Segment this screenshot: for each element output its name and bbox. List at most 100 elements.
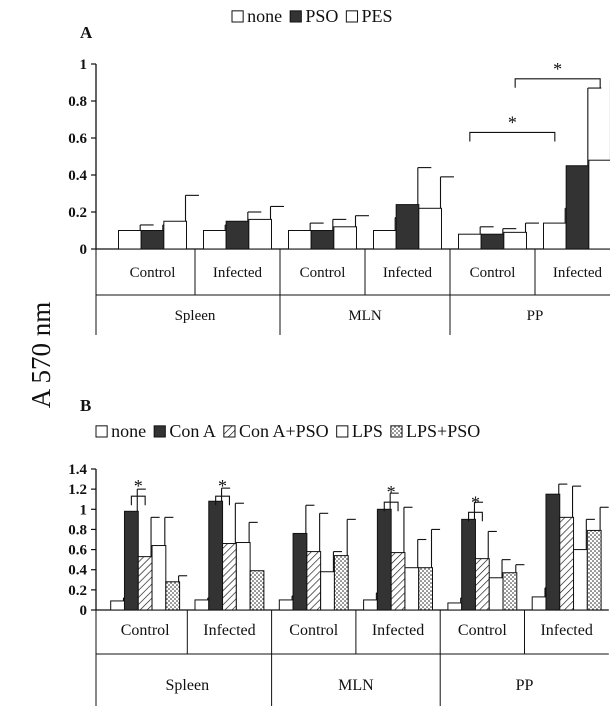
- group-label-mln: MLN: [338, 677, 374, 694]
- bar-pes-pp-control: [503, 231, 528, 250]
- y-tick-label: 1: [80, 57, 88, 73]
- bar-lps-pso-mln-infected: [418, 567, 434, 611]
- legend-label-lps: LPS: [352, 421, 383, 441]
- legend-swatch-con-a: [153, 425, 166, 438]
- bar-none-pp-control: [447, 602, 463, 611]
- subgroup-label-spleen-infected: Infected: [203, 622, 255, 639]
- group-label-pp: PP: [527, 308, 544, 324]
- bar-none-mln-control: [278, 599, 294, 611]
- bar-pso-pp-control: [480, 233, 505, 250]
- significance-star: *: [553, 59, 562, 79]
- subgroup-label-mln-infected: Infected: [372, 622, 424, 639]
- y-tick-label: 0.6: [68, 131, 87, 147]
- legend-label-lps-pso: LPS+PSO: [406, 421, 480, 441]
- bar-lps-pso-spleen-infected: [249, 570, 265, 611]
- bar-lps-mln-control: [320, 571, 335, 611]
- significance-star: *: [387, 482, 396, 502]
- bar-none-mln-control: [288, 230, 312, 250]
- subgroup-label-pp-infected: Infected: [540, 622, 592, 639]
- bar-lps-spleen-control: [151, 545, 167, 611]
- group-label-spleen: Spleen: [166, 677, 210, 694]
- y-tick-label: 0.8: [68, 522, 87, 538]
- y-tick-label: 0.8: [68, 94, 87, 110]
- legend-swatch-lps: [336, 425, 349, 438]
- y-tick-label: 1.2: [68, 482, 87, 498]
- subgroup-label-pp-control: Control: [470, 265, 516, 281]
- significance-bracket: [469, 131, 556, 142]
- bar-con-a-pso-pp-infected: [559, 516, 575, 611]
- subgroup-label-spleen-control: Control: [121, 622, 170, 639]
- subgroup-label-mln-control: Control: [289, 622, 338, 639]
- bar-con-a-pso-spleen-infected: [222, 543, 237, 611]
- panel-b-chart: 0 0.2 0.4 0.6 0.8 1 1.2 1.4 Control Infected Splee…: [68, 462, 609, 706]
- bar-lps-pso-spleen-control: [165, 581, 181, 611]
- bar-none-pp-control: [458, 233, 482, 250]
- group-label-pp: PP: [516, 677, 534, 694]
- y-tick-label: 0.4: [68, 168, 87, 184]
- subgroup-label-pp-infected: Infected: [553, 265, 603, 281]
- subgroup-label-pp-control: Control: [458, 622, 507, 639]
- y-tick-label: 0.2: [68, 583, 87, 599]
- subgroup-label-spleen-control: Control: [130, 265, 176, 281]
- bar-pso-pp-infected: [565, 165, 590, 250]
- bar-none-spleen-control: [110, 600, 125, 611]
- subgroup-label-mln-control: Control: [300, 265, 346, 281]
- bar-lps-pp-infected: [573, 549, 588, 611]
- legend-label-con-a-pso: Con A+PSO: [239, 421, 329, 441]
- bar-con-a-spleen-control: [123, 510, 139, 611]
- significance-bracket: [468, 511, 483, 522]
- bar-pso-spleen-control: [140, 230, 165, 250]
- bar-lps-mln-infected: [404, 567, 420, 611]
- y-tick-label: 0.2: [68, 205, 87, 221]
- significance-star: *: [218, 476, 227, 496]
- bar-pso-mln-infected: [395, 204, 420, 250]
- bar-none-spleen-control: [118, 230, 142, 250]
- y-tick-label: 0: [80, 242, 88, 258]
- bar-lps-pp-control: [488, 577, 504, 611]
- bar-none-pp-infected: [543, 222, 567, 250]
- significance-star: *: [471, 492, 480, 512]
- legend-label-pes: PES: [362, 6, 393, 26]
- bar-pes-pp-infected: [588, 159, 610, 250]
- bar-con-a-mln-control: [292, 532, 308, 611]
- y-tick-label: 1: [80, 502, 88, 518]
- bar-pes-mln-infected: [418, 207, 443, 250]
- bar-none-spleen-infected: [203, 230, 227, 250]
- legend-swatch-pes: [345, 10, 359, 23]
- panel-b-legend: none Con A Con A+PSO LPS LPS+PSO: [95, 421, 480, 441]
- y-tick-label: 1.4: [68, 462, 87, 478]
- bar-none-mln-infected: [373, 230, 397, 250]
- bar-con-a-pp-control: [461, 518, 476, 611]
- group-label-spleen: Spleen: [175, 308, 216, 324]
- legend-swatch-lps-pso: [390, 425, 403, 438]
- significance-bracket: [383, 501, 399, 512]
- legend-label-con-a: Con A: [169, 421, 216, 441]
- bar-con-a-pso-mln-control: [306, 551, 322, 611]
- bar-none-mln-infected: [363, 599, 378, 611]
- legend-swatch-none: [231, 10, 244, 23]
- legend-swatch-con-a-pso: [223, 425, 236, 438]
- bar-pso-spleen-infected: [225, 220, 250, 250]
- significance-star: *: [134, 476, 143, 496]
- bar-con-a-pso-mln-infected: [390, 552, 406, 611]
- subgroup-label-mln-infected: Infected: [383, 265, 433, 281]
- bar-lps-pso-mln-control: [333, 555, 349, 611]
- bar-pes-mln-control: [333, 226, 358, 250]
- legend-label-none: none: [247, 6, 282, 26]
- subgroup-label-spleen-infected: Infected: [213, 265, 263, 281]
- bar-lps-pso-pp-infected: [586, 529, 602, 611]
- significance-bracket: [130, 495, 146, 506]
- bar-lps-spleen-infected: [235, 542, 251, 611]
- y-tick-label: 0.4: [68, 563, 87, 579]
- legend-swatch-pso: [289, 10, 302, 23]
- panel-a-letter: A: [80, 23, 93, 42]
- y-axis-label: A 570 nm: [26, 302, 56, 409]
- significance-bracket: [215, 495, 230, 506]
- significance-star: *: [508, 112, 517, 132]
- bar-con-a-pso-spleen-control: [137, 556, 153, 611]
- bar-none-pp-infected: [531, 596, 547, 611]
- significance-bracket: [514, 78, 601, 88]
- legend-swatch-none: [95, 425, 108, 438]
- panel-a-legend: none PSO PES: [231, 6, 393, 26]
